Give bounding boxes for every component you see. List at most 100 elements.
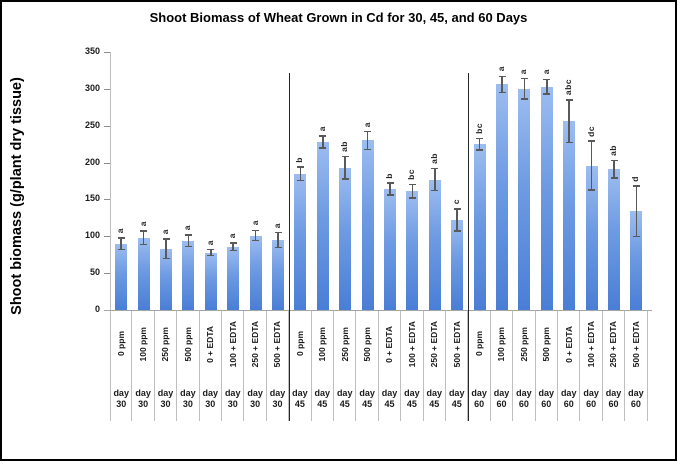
error-bar-bottom-cap [252,239,260,242]
error-bar [478,137,481,151]
x-group-label-line1: day [628,387,644,398]
significance-letter: a [249,220,260,226]
x-category-label: 250 ppm [339,326,350,362]
x-category-cell: 500 ppm [177,311,200,377]
error-bar-top-cap [319,135,327,137]
x-group-label-line2: 30 [182,399,193,409]
error-bar [568,99,570,144]
y-tick-mark [104,52,110,53]
error-bar-top-cap [117,237,125,239]
x-group-label-line2: 45 [362,399,373,409]
error-bar [322,135,324,149]
x-group-label-line2: 45 [429,399,440,409]
error-bar [501,75,503,94]
x-category-label: 0 ppm [294,331,305,357]
bar [406,191,419,310]
bar [249,235,262,310]
bar [540,86,553,310]
bar [204,252,217,310]
y-tick-mark [104,125,110,127]
error-bar [165,238,167,260]
x-group-label-line1: day [180,387,196,398]
x-category-label: 250 + EDTA [250,320,261,368]
error-bar-bottom-cap [296,179,304,181]
error-bar-top-cap [610,159,618,162]
bar [227,246,240,310]
x-category-cell: 100 + EDTA [222,311,245,377]
error-bar [389,182,391,196]
significance-letter: a [272,222,282,228]
error-bar-bottom-cap [476,149,484,151]
bar [428,179,441,310]
x-group-cell: day 60 [513,377,536,421]
x-group-cell: day 30 [132,377,155,421]
x-category-cell: 500 + EDTA [625,311,648,377]
x-group-label-line1: day [292,387,308,398]
x-group-label-line2: 45 [339,399,350,409]
x-category-label: 500 + EDTA [272,320,283,368]
error-bar-top-cap [140,230,148,232]
error-bar-top-cap [453,208,461,210]
significance-letter: a [518,68,529,74]
x-group-cell: day 30 [244,377,267,421]
x-group-label-line1: day [538,387,555,398]
error-bar [142,230,145,246]
error-bar-top-cap [296,166,304,168]
error-bar-bottom-cap [140,243,148,246]
significance-letter: a [316,126,327,132]
error-bar [344,155,346,180]
bar [496,84,508,310]
error-bar [523,77,526,100]
significance-letter: ab [608,144,618,156]
x-group-label-line2: 45 [384,399,395,409]
error-bar [613,159,615,179]
error-bar-top-cap [162,238,170,240]
x-group-label-line1: day [157,387,174,398]
x-group-label-line1: day [583,387,599,398]
error-bar-top-cap [274,231,282,234]
error-bar-top-cap [252,229,260,232]
error-bar-top-cap [588,140,596,142]
bar [563,121,576,310]
y-tick-mark [104,162,110,164]
error-bar [635,185,638,238]
x-group-label-line2: 30 [205,399,216,409]
y-tick-label: 0 [94,304,100,314]
x-group-label-line1: day [314,387,331,398]
error-bar-top-cap [543,78,551,81]
x-group-cell: day 60 [558,377,581,421]
error-bar-top-cap [364,130,372,133]
significance-letter: abc [563,79,574,96]
x-category-label: 250 ppm [160,326,171,362]
error-bar-bottom-cap [319,147,327,149]
significance-letter: bc [406,169,417,180]
x-group-label-line1: day [605,387,622,398]
x-group-label-line1: day [359,387,375,398]
x-group-label-line2: 45 [406,399,417,409]
bar [608,169,620,310]
x-category-cell: 250 + EDTA [603,311,626,377]
x-group-label-line2: 60 [586,399,597,409]
x-group-cell: day 45 [312,377,334,421]
bar [115,243,128,310]
x-group-label-line1: day [381,387,398,398]
error-bar [590,140,593,191]
x-category-cell: 100 + EDTA [401,311,424,377]
x-group-label-line2: 45 [294,399,305,409]
x-category-cell: 0 ppm [468,311,491,377]
error-bar-bottom-cap [184,245,192,248]
significance-letter: a [182,224,193,231]
x-category-label: 0 + EDTA [384,325,395,363]
significance-letter: dc [585,125,596,137]
group-divider-line [288,73,291,421]
error-bar-bottom-cap [453,230,461,232]
error-bar-bottom-cap [588,189,596,191]
x-category-cell: 100 ppm [312,311,334,377]
error-bar-top-cap [386,182,394,184]
significance-letter: d [630,175,641,182]
x-category-label: 100 + EDTA [406,320,417,368]
y-axis-line [110,52,111,310]
x-category-label: 250 + EDTA [429,320,440,368]
error-bar-bottom-cap [565,141,573,144]
